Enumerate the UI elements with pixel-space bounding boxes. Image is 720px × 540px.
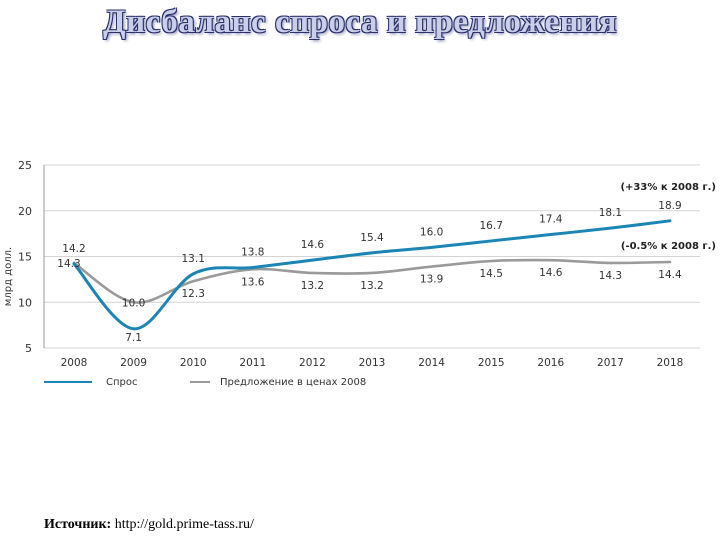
annotation-demand-change: (+33% к 2008 г.) bbox=[620, 182, 716, 193]
annotations: (+33% к 2008 г.) (-0.5% к 2008 г.) bbox=[620, 182, 716, 252]
x-tick-label: 2012 bbox=[299, 357, 326, 369]
x-tick-label: 2014 bbox=[418, 357, 445, 369]
x-tick-label: 2008 bbox=[61, 357, 88, 369]
data-label-demand: 16.0 bbox=[420, 226, 443, 238]
data-label-demand: 18.9 bbox=[658, 200, 681, 212]
data-label-supply: 13.2 bbox=[301, 280, 324, 292]
y-tick-label: 10 bbox=[18, 296, 32, 309]
x-tick-label: 2018 bbox=[657, 357, 684, 369]
x-tick-label: 2013 bbox=[359, 357, 386, 369]
data-label-supply: 14.5 bbox=[480, 268, 503, 280]
x-tick-label: 2011 bbox=[239, 357, 266, 369]
data-label-supply: 14.3 bbox=[57, 258, 80, 270]
y-axis-label: млрд долл. bbox=[3, 247, 14, 306]
data-label-supply: 13.2 bbox=[360, 280, 383, 292]
source-line: Источник: http://gold.prime-tass.ru/ bbox=[44, 517, 254, 533]
source-url: http://gold.prime-tass.ru/ bbox=[114, 517, 254, 532]
data-label-supply: 13.6 bbox=[241, 276, 265, 288]
series-line-supply bbox=[72, 258, 672, 304]
x-tick-label: 2009 bbox=[120, 357, 147, 369]
data-label-supply: 10.0 bbox=[122, 297, 145, 309]
page-title: Дисбаланс спроса и предложения bbox=[102, 4, 618, 40]
data-label-demand: 17.4 bbox=[539, 214, 563, 226]
x-tick-label: 2016 bbox=[537, 357, 564, 369]
grid bbox=[44, 164, 700, 349]
x-tick-label: 2010 bbox=[180, 357, 207, 369]
data-label-demand: 15.4 bbox=[360, 232, 384, 244]
data-label-supply: 14.6 bbox=[539, 267, 563, 279]
y-tick-label: 20 bbox=[18, 205, 32, 218]
data-label-supply: 14.3 bbox=[599, 270, 622, 282]
data-label-supply: 14.4 bbox=[658, 269, 682, 281]
data-label-demand: 13.8 bbox=[241, 246, 264, 258]
source-label: Источник: bbox=[44, 517, 112, 532]
legend: Спрос Предложение в ценах 2008 bbox=[44, 377, 366, 388]
data-labels: 14.2 7.1 13.1 13.8 14.6 15.4 16.0 16.7 17.4 18.1 1… bbox=[57, 200, 682, 344]
x-tick-label: 2015 bbox=[478, 357, 505, 369]
data-label-demand: 16.7 bbox=[480, 220, 503, 232]
data-label-demand: 13.1 bbox=[182, 253, 205, 265]
y-axis: 5 10 15 20 25 млрд долл. bbox=[3, 159, 45, 355]
annotation-supply-change: (-0.5% к 2008 г.) bbox=[621, 241, 716, 252]
y-tick-label: 15 bbox=[18, 251, 32, 264]
x-axis: 2008 2009 2010 2011 2012 2013 2014 2015 2016 2017… bbox=[61, 357, 684, 369]
series-line-demand bbox=[72, 219, 672, 331]
x-tick-label: 2017 bbox=[597, 357, 624, 369]
data-label-supply: 12.3 bbox=[182, 288, 205, 300]
y-tick-label: 25 bbox=[18, 159, 32, 172]
legend-label-supply: Предложение в ценах 2008 bbox=[220, 377, 366, 388]
data-label-demand: 14.2 bbox=[62, 243, 85, 255]
data-label-demand: 18.1 bbox=[599, 207, 622, 219]
series-layer bbox=[72, 219, 672, 331]
legend-label-demand: Спрос bbox=[106, 377, 137, 388]
data-label-demand: 7.1 bbox=[125, 332, 142, 344]
data-label-supply: 13.9 bbox=[420, 274, 443, 286]
data-label-demand: 14.6 bbox=[301, 239, 325, 251]
y-tick-label: 5 bbox=[25, 342, 32, 355]
